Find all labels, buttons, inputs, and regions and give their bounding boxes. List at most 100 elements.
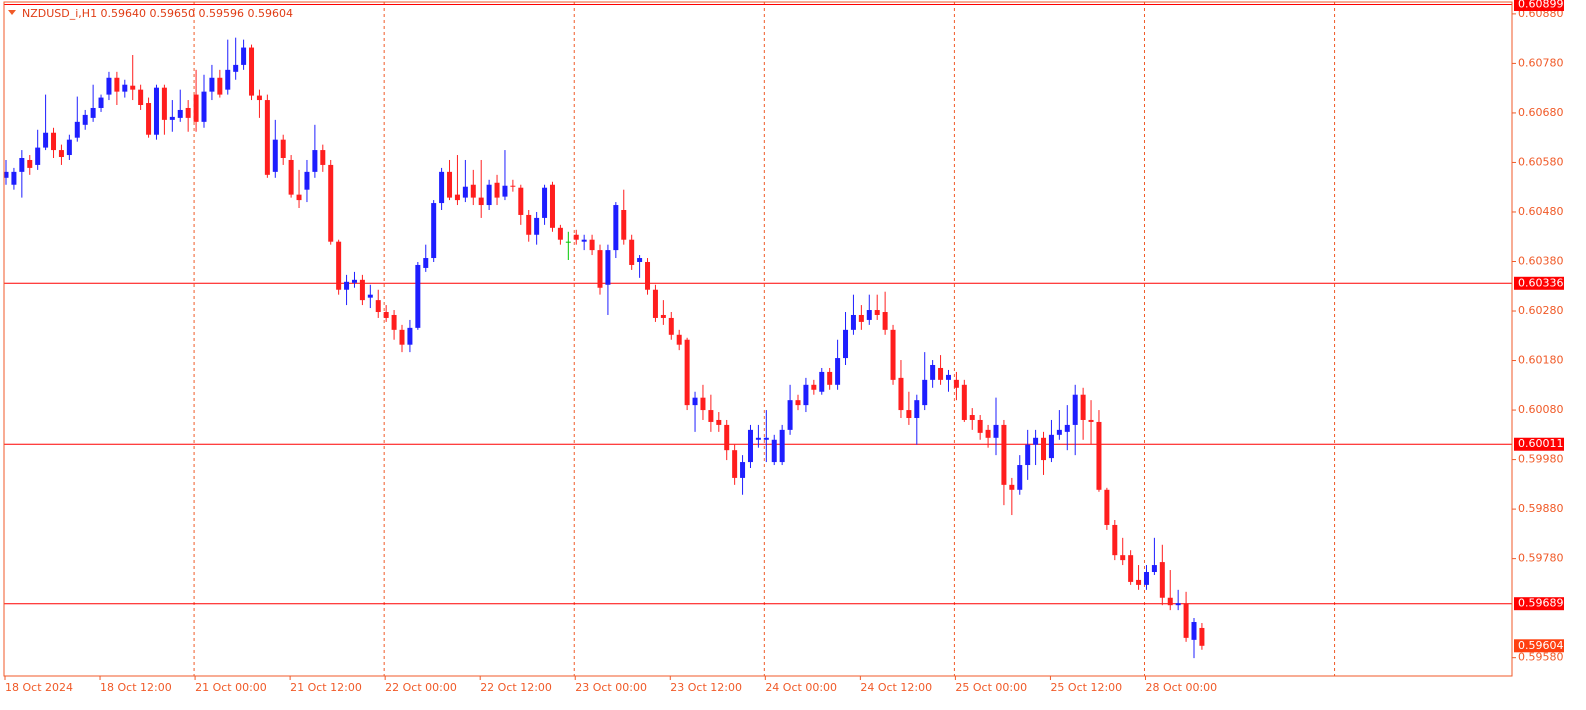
candle-body: [557, 227, 563, 240]
candle-body: [526, 214, 532, 235]
candle-body: [304, 171, 310, 190]
y-tick-label: 0.60680: [1518, 106, 1564, 119]
candle-body: [1088, 419, 1094, 422]
candle-body: [850, 314, 856, 330]
candle-body: [415, 264, 421, 328]
last-price-box: [1514, 639, 1564, 653]
candle-body: [296, 194, 302, 201]
candle-body: [740, 462, 746, 478]
plot-frame: [3, 1, 1513, 677]
candle-body: [502, 185, 508, 197]
candle-body: [1017, 465, 1023, 490]
y-tick-label: 0.59980: [1518, 453, 1564, 466]
x-tick-label: 24 Oct 00:00: [765, 681, 837, 694]
y-tick-label: 0.60180: [1518, 354, 1564, 367]
x-tick-label: 18 Oct 2024: [5, 681, 73, 694]
candle-body: [35, 147, 41, 165]
candle-body: [518, 187, 524, 215]
candle-body: [700, 397, 706, 411]
candle-body: [185, 107, 191, 118]
y-tick-label: 0.59780: [1518, 552, 1564, 565]
candle-body: [233, 64, 239, 72]
candle-body: [193, 94, 199, 122]
candle-body: [43, 132, 49, 148]
candle-body: [320, 150, 326, 165]
candle-body: [241, 47, 247, 65]
candle-body: [827, 371, 833, 385]
candle-body: [613, 205, 619, 251]
candle-body: [858, 314, 864, 322]
candle-body: [1128, 555, 1134, 582]
candle-body: [494, 182, 500, 198]
candle-body: [589, 239, 595, 251]
candle-body: [399, 329, 405, 345]
level-label: 0.60336: [1518, 276, 1564, 289]
candle-body: [1072, 394, 1078, 425]
candle-body: [581, 239, 587, 242]
candle-body: [1033, 437, 1039, 445]
candle-body: [249, 47, 255, 96]
candle-body: [344, 281, 350, 290]
level-label-box: [1514, 0, 1564, 11]
candle-body: [3, 171, 9, 178]
candle-body: [945, 374, 951, 380]
candle-body: [1025, 444, 1031, 466]
candle-body: [447, 171, 453, 198]
candle-body: [779, 429, 785, 463]
candle-body: [256, 95, 262, 101]
candle-body: [264, 100, 270, 175]
candle-body: [138, 89, 144, 106]
candle-body: [351, 279, 357, 283]
candle-body: [312, 150, 318, 172]
level-label-box: [1514, 597, 1564, 611]
candle-body: [1096, 421, 1102, 490]
level-label: 0.60899: [1518, 0, 1564, 10]
candle-body: [201, 91, 207, 122]
y-tick-label: 0.60480: [1518, 205, 1564, 218]
candle-body: [835, 358, 841, 385]
candle-body: [383, 312, 389, 318]
candle-body: [652, 289, 658, 318]
candle-body: [1151, 565, 1157, 573]
candle-body: [51, 132, 57, 151]
candle-body: [1199, 627, 1205, 646]
candle-body: [621, 209, 627, 240]
x-tick-label: 25 Oct 12:00: [1050, 681, 1122, 694]
chart-title: NZDUSD_i,H1 0.59640 0.59650 0.59596 0.59…: [22, 7, 293, 20]
x-tick-label: 21 Oct 00:00: [195, 681, 267, 694]
y-tick-label: 0.60080: [1518, 403, 1564, 416]
candle-body: [359, 279, 365, 301]
x-tick-label: 28 Oct 00:00: [1145, 681, 1217, 694]
candle-body: [684, 339, 690, 406]
candle-body: [953, 379, 959, 388]
last-price-label: 0.59604: [1518, 639, 1564, 652]
candle-body: [1041, 437, 1047, 461]
y-tick-label: 0.60780: [1518, 56, 1564, 69]
candle-body: [1112, 524, 1118, 556]
candle-body: [906, 410, 912, 418]
candle-body: [510, 185, 516, 187]
candle-body: [439, 171, 445, 204]
candle-body: [161, 87, 167, 120]
candle-body: [645, 261, 651, 290]
candle-body: [375, 300, 381, 313]
level-label-box: [1514, 437, 1564, 451]
candle-body: [890, 329, 896, 380]
candle-body: [637, 258, 643, 262]
candle-body: [708, 410, 714, 422]
x-tick-label: 25 Oct 00:00: [955, 681, 1027, 694]
y-tick-label: 0.60280: [1518, 304, 1564, 317]
x-tick-label: 22 Oct 00:00: [385, 681, 457, 694]
axes: 0.608800.607800.606800.605800.604800.603…: [3, 0, 1564, 694]
candle-body: [130, 85, 136, 90]
candle-body: [19, 157, 25, 172]
candle-body: [169, 116, 175, 120]
candle-body: [1104, 489, 1110, 525]
candle-body: [1167, 597, 1173, 606]
candle-body: [605, 250, 611, 285]
candle-body: [280, 139, 286, 158]
candle-body: [819, 371, 825, 392]
